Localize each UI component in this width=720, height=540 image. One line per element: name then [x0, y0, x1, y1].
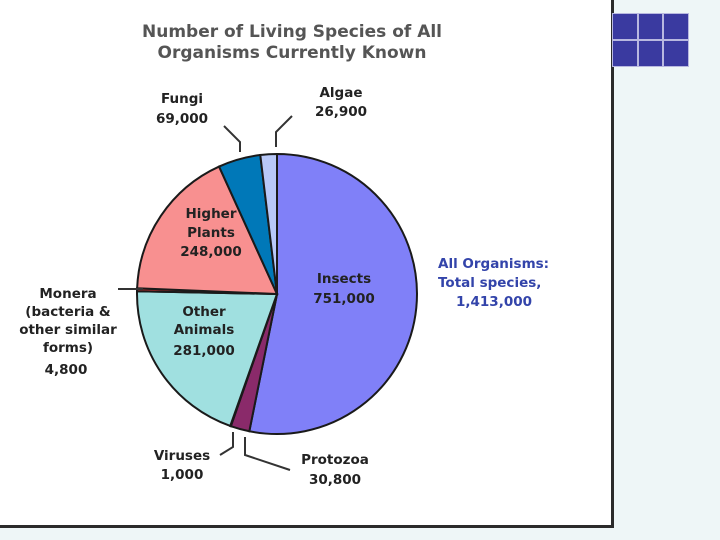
monera-label-4: forms) — [43, 340, 93, 356]
algae-label: Algae — [319, 85, 362, 101]
algae-value: 26,900 — [315, 104, 367, 120]
insects-label: Insects — [317, 271, 371, 287]
slice-other — [136, 290, 279, 428]
insects-value: 751,000 — [313, 291, 375, 307]
slice-higher — [136, 165, 279, 296]
monera-label-3: other similar — [19, 322, 117, 338]
chart-title-line-1: Number of Living Species of All — [142, 22, 442, 42]
protozoa-leader-line — [244, 437, 291, 471]
fungi-value: 69,000 — [156, 111, 208, 127]
monera-label-1: Monera — [39, 286, 96, 302]
higher-plants-value: 248,000 — [180, 244, 242, 260]
chart-title-line-2: Organisms Currently Known — [158, 43, 427, 63]
monera-value: 4,800 — [45, 362, 88, 378]
protozoa-label: Protozoa — [301, 452, 369, 468]
pie-slices — [136, 152, 418, 435]
viruses-value: 1,000 — [161, 467, 204, 483]
fungi-leader-line — [223, 125, 241, 152]
total-label-line-3: 1,413,000 — [456, 294, 532, 310]
viruses-label: Viruses — [154, 448, 210, 464]
slice-insects — [248, 152, 418, 435]
monera-label-2: (bacteria & — [25, 304, 111, 320]
higher-plants-label-1: Higher — [185, 206, 236, 222]
fungi-label: Fungi — [161, 91, 203, 107]
algae-leader-line — [275, 115, 293, 147]
higher-plants-label-2: Plants — [187, 225, 235, 241]
slice-algae — [259, 152, 278, 295]
total-label-line-2: Total species, — [438, 275, 541, 291]
decorative-grid — [612, 13, 689, 67]
leader-lines — [118, 115, 293, 471]
total-label-line-1: All Organisms: — [438, 256, 549, 272]
viruses-leader-line — [219, 432, 234, 456]
protozoa-value: 30,800 — [309, 472, 361, 488]
other-animals-label-2: Animals — [174, 322, 235, 338]
other-animals-value: 281,000 — [173, 343, 235, 359]
other-animals-label-1: Other — [182, 304, 226, 320]
